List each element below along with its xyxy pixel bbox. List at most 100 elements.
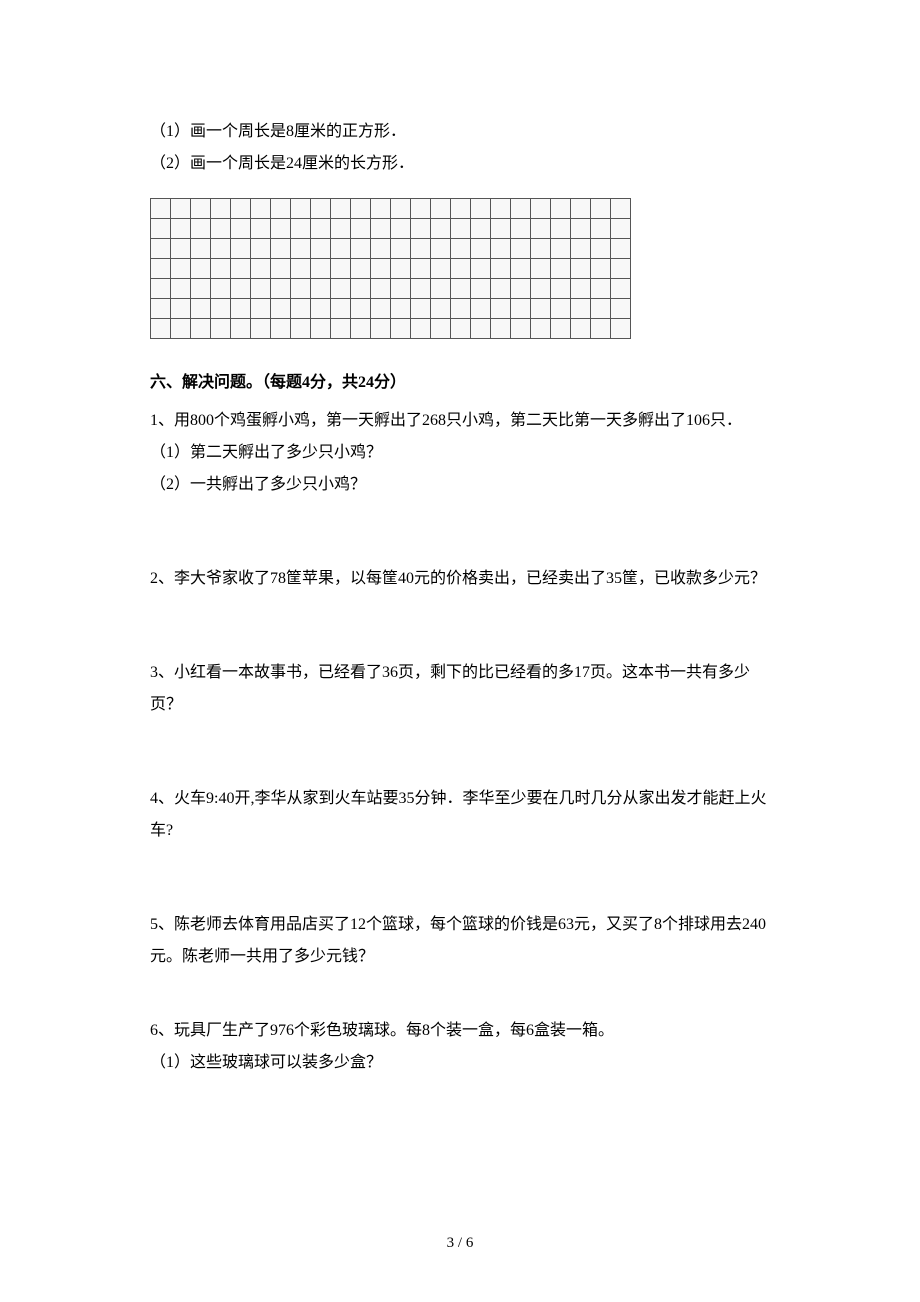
grid-cell — [271, 259, 291, 279]
grid-cell — [451, 319, 471, 339]
grid-cell — [351, 319, 371, 339]
grid-cell — [491, 279, 511, 299]
grid-cell — [251, 219, 271, 239]
grid-cell — [431, 259, 451, 279]
grid-cell — [551, 199, 571, 219]
problem-5: 5、陈老师去体育用品店买了12个篮球，每个篮球的价钱是63元，又买了8个排球用去… — [150, 909, 772, 973]
grid-cell — [291, 259, 311, 279]
grid-cell — [591, 259, 611, 279]
grid-cell — [211, 259, 231, 279]
grid-cell — [391, 279, 411, 299]
grid-cell — [491, 319, 511, 339]
grid-cell — [231, 219, 251, 239]
grid-cell — [151, 259, 171, 279]
grid-cell — [571, 199, 591, 219]
problem-6-sub1: （1）这些玻璃球可以装多少盒？ — [150, 1047, 772, 1079]
grid-cell — [551, 259, 571, 279]
grid-cell — [551, 279, 571, 299]
grid-cell — [471, 199, 491, 219]
grid-cell — [551, 219, 571, 239]
grid-cell — [211, 219, 231, 239]
grid-cell — [451, 259, 471, 279]
grid-cell — [491, 219, 511, 239]
grid-cell — [251, 299, 271, 319]
grid-cell — [591, 299, 611, 319]
grid-cell — [371, 299, 391, 319]
grid-cell — [271, 239, 291, 259]
grid-cell — [291, 279, 311, 299]
grid-cell — [411, 299, 431, 319]
grid-cell — [331, 279, 351, 299]
grid-cell — [491, 299, 511, 319]
grid-cell — [191, 199, 211, 219]
grid-cell — [571, 219, 591, 239]
grid-cell — [331, 199, 351, 219]
grid-cell — [531, 259, 551, 279]
page-content: （1）画一个周长是8厘米的正方形． （2）画一个周长是24厘米的长方形． 六、解… — [0, 0, 920, 1079]
grid-cell — [231, 319, 251, 339]
grid-cell — [291, 319, 311, 339]
grid-cell — [511, 239, 531, 259]
grid-cell — [251, 199, 271, 219]
grid-cell — [551, 239, 571, 259]
grid-cell — [271, 199, 291, 219]
grid-cell — [211, 319, 231, 339]
grid-cell — [171, 299, 191, 319]
grid-cell — [151, 279, 171, 299]
grid-cell — [351, 239, 371, 259]
grid-cell — [511, 259, 531, 279]
grid-cell — [511, 299, 531, 319]
grid-cell — [371, 219, 391, 239]
grid-cell — [351, 299, 371, 319]
grid-cell — [411, 279, 431, 299]
grid-cell — [431, 199, 451, 219]
grid-cell — [531, 279, 551, 299]
grid-cell — [591, 219, 611, 239]
grid-cell — [331, 259, 351, 279]
grid-cell — [451, 239, 471, 259]
grid-cell — [311, 299, 331, 319]
problem-1-sub2: （2）一共孵出了多少只小鸡？ — [150, 469, 772, 501]
grid-cell — [311, 199, 331, 219]
grid-cell — [251, 279, 271, 299]
grid-cell — [531, 239, 551, 259]
grid-cell — [611, 199, 631, 219]
grid-cell — [471, 299, 491, 319]
grid-cell — [291, 199, 311, 219]
grid-cell — [371, 199, 391, 219]
grid-cell — [211, 299, 231, 319]
grid-cell — [431, 279, 451, 299]
grid-cell — [171, 319, 191, 339]
drawing-grid — [150, 198, 772, 339]
grid-cell — [491, 199, 511, 219]
grid-cell — [371, 279, 391, 299]
grid-cell — [231, 299, 251, 319]
grid-cell — [611, 259, 631, 279]
section-title-6: 六、解决问题。（每题4分，共24分） — [150, 367, 772, 399]
grid-cell — [571, 279, 591, 299]
grid-cell — [191, 279, 211, 299]
grid-cell — [511, 199, 531, 219]
grid-cell — [451, 219, 471, 239]
grid-cell — [271, 319, 291, 339]
grid-cell — [351, 199, 371, 219]
grid-cell — [591, 279, 611, 299]
grid-cell — [391, 199, 411, 219]
grid-cell — [591, 239, 611, 259]
grid-cell — [571, 299, 591, 319]
grid-cell — [411, 239, 431, 259]
grid-cell — [451, 279, 471, 299]
grid-cell — [431, 219, 451, 239]
grid-cell — [531, 219, 551, 239]
grid-cell — [211, 279, 231, 299]
grid-cell — [571, 319, 591, 339]
grid-cell — [371, 319, 391, 339]
grid-cell — [531, 299, 551, 319]
problem-1-sub1: （1）第二天孵出了多少只小鸡？ — [150, 437, 772, 469]
page-number: 3 / 6 — [0, 1235, 920, 1252]
problem-4: 4、火车9:40开,李华从家到火车站要35分钟．李华至少要在几时几分从家出发才能… — [150, 783, 772, 847]
grid-cell — [371, 239, 391, 259]
grid-cell — [411, 319, 431, 339]
grid-cell — [511, 279, 531, 299]
grid-cell — [191, 259, 211, 279]
